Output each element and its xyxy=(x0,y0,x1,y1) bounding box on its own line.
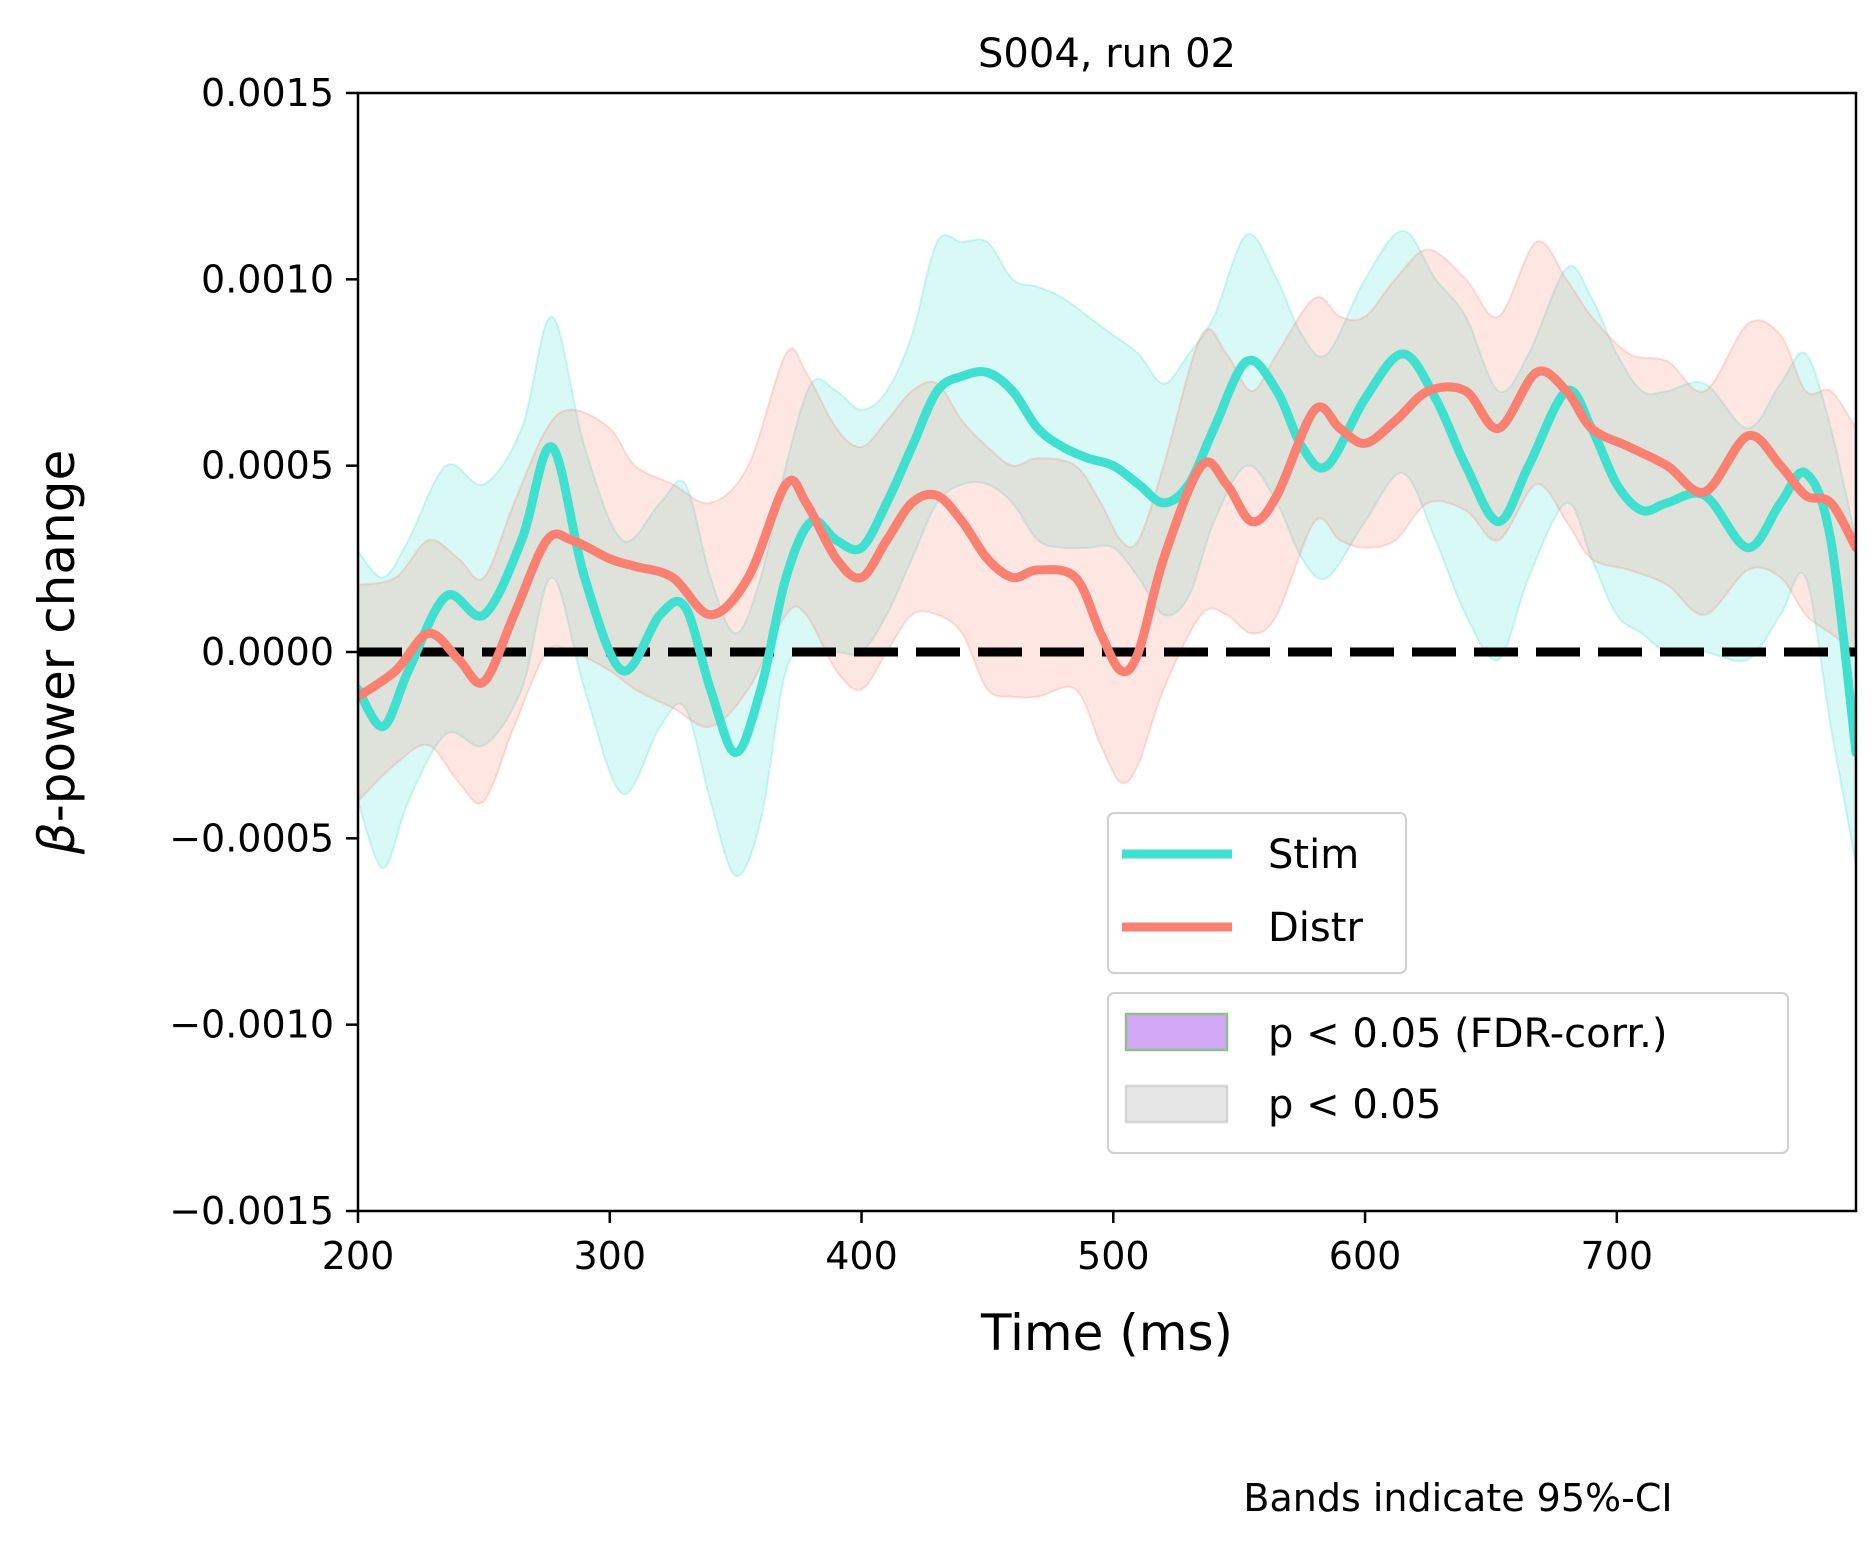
footnote: Bands indicate 95%-CI xyxy=(1243,1476,1672,1520)
y-axis-label: β-power change xyxy=(28,450,86,855)
legend-label-uncorrected: p < 0.05 xyxy=(1268,1082,1441,1128)
y-tick-label: 0.0015 xyxy=(201,71,334,115)
y-tick-label: −0.0015 xyxy=(169,1189,334,1233)
x-tick-label: 400 xyxy=(825,1234,898,1278)
y-tick-label: 0.0010 xyxy=(201,257,334,301)
legend-label-fdr: p < 0.05 (FDR-corr.) xyxy=(1268,1011,1667,1057)
legend-significance-frame xyxy=(1107,992,1789,1154)
legend-swatch-uncorrected xyxy=(1124,1084,1229,1124)
y-tick-label: 0.0005 xyxy=(201,444,334,488)
x-axis-ticks: 200 300 400 500 600 700 xyxy=(322,1211,1653,1278)
ci-band-stim xyxy=(358,229,1856,877)
chart-title: S004, run 02 xyxy=(978,31,1236,77)
y-axis-ticks: 0.0015 0.0010 0.0005 0.0000 −0.0005 −0.0010 −0… xyxy=(169,71,358,1233)
series-line-distr xyxy=(358,366,1856,702)
y-axis-label-symbol: β xyxy=(28,822,86,855)
x-tick-label: 600 xyxy=(1329,1234,1402,1278)
legend-label-stim: Stim xyxy=(1268,832,1359,878)
legend-label-distr: Distr xyxy=(1268,905,1363,951)
x-tick-label: 300 xyxy=(573,1234,646,1278)
y-tick-label: −0.0005 xyxy=(169,816,334,860)
legend-lines: Stim Distr xyxy=(1107,812,1407,974)
series-line-stim xyxy=(358,349,1856,758)
ci-band-distr xyxy=(358,240,1856,805)
x-tick-label: 200 xyxy=(322,1234,395,1278)
y-axis-label-rest: -power change xyxy=(28,450,86,823)
series-lines xyxy=(358,349,1856,758)
y-tick-label: −0.0010 xyxy=(169,1003,334,1047)
x-axis-label: Time (ms) xyxy=(980,1304,1233,1362)
y-tick-label: 0.0000 xyxy=(201,630,334,674)
legend-swatch-fdr xyxy=(1124,1012,1229,1052)
legend-significance: p < 0.05 (FDR-corr.) p < 0.05 xyxy=(1107,992,1789,1154)
x-tick-label: 700 xyxy=(1581,1234,1654,1278)
x-tick-label: 500 xyxy=(1077,1234,1150,1278)
